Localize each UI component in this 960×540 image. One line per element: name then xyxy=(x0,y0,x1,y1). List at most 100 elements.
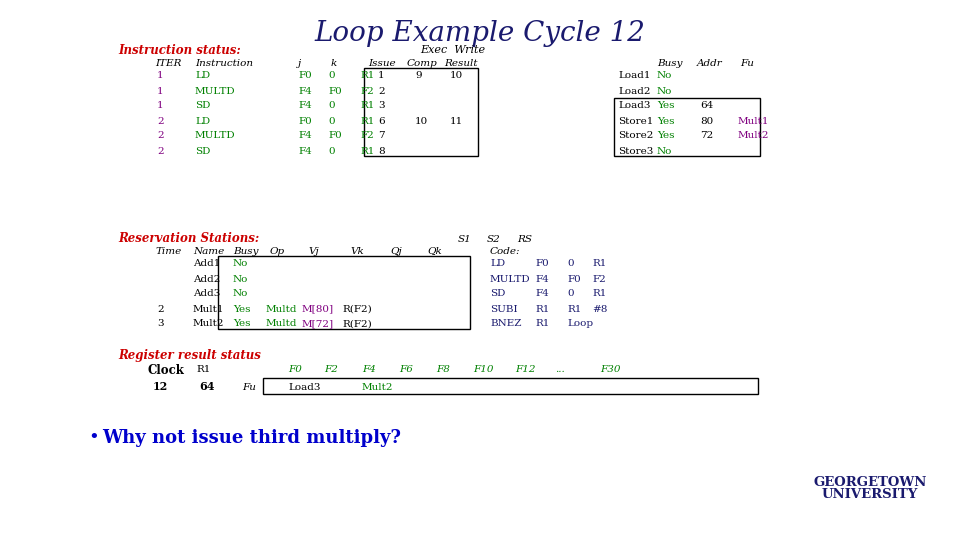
Text: Vk: Vk xyxy=(350,246,364,255)
Text: R1: R1 xyxy=(535,320,549,328)
Text: ...: ... xyxy=(555,366,564,375)
Text: Load3: Load3 xyxy=(618,102,651,111)
Text: Mult1: Mult1 xyxy=(738,117,770,125)
Text: R1: R1 xyxy=(360,71,374,80)
Text: M[80]: M[80] xyxy=(302,305,334,314)
Text: ITER: ITER xyxy=(155,58,181,68)
Text: Op: Op xyxy=(270,246,285,255)
Text: 2: 2 xyxy=(157,146,163,156)
Text: Loop: Loop xyxy=(567,320,593,328)
Text: No: No xyxy=(657,146,672,156)
Text: Clock: Clock xyxy=(148,363,185,376)
Text: Name: Name xyxy=(193,246,225,255)
Text: Instruction status:: Instruction status: xyxy=(118,44,241,57)
Text: 10: 10 xyxy=(450,71,464,80)
Text: Mult2: Mult2 xyxy=(738,132,770,140)
Text: 0: 0 xyxy=(328,117,335,125)
Text: F0: F0 xyxy=(328,86,342,96)
Text: Add1: Add1 xyxy=(193,260,221,268)
Text: F4: F4 xyxy=(298,132,312,140)
Text: MULTD: MULTD xyxy=(490,274,531,284)
Text: F30: F30 xyxy=(600,366,620,375)
Text: F2: F2 xyxy=(360,132,373,140)
Text: 8: 8 xyxy=(378,146,385,156)
Text: S1: S1 xyxy=(458,234,471,244)
Text: R1: R1 xyxy=(592,289,607,299)
Text: Load3: Load3 xyxy=(288,382,321,392)
Text: Mult2: Mult2 xyxy=(362,382,394,392)
Text: Reservation Stations:: Reservation Stations: xyxy=(118,233,259,246)
Text: R(F2): R(F2) xyxy=(342,320,372,328)
Text: MULTD: MULTD xyxy=(195,86,235,96)
Text: SD: SD xyxy=(195,102,210,111)
Text: 1: 1 xyxy=(157,86,163,96)
Text: F4: F4 xyxy=(535,289,549,299)
Text: No: No xyxy=(233,289,249,299)
Text: LD: LD xyxy=(195,71,210,80)
Text: 1: 1 xyxy=(157,71,163,80)
Text: Yes: Yes xyxy=(657,132,675,140)
Text: 6: 6 xyxy=(378,117,385,125)
Text: 0: 0 xyxy=(567,289,574,299)
Text: 0: 0 xyxy=(328,146,335,156)
Text: Time: Time xyxy=(155,246,181,255)
Text: R1: R1 xyxy=(592,260,607,268)
Text: 2: 2 xyxy=(378,86,385,96)
Text: F0: F0 xyxy=(298,117,312,125)
Text: F4: F4 xyxy=(535,274,549,284)
Text: 72: 72 xyxy=(700,132,713,140)
Text: Add3: Add3 xyxy=(193,289,221,299)
Text: F4: F4 xyxy=(362,366,376,375)
Text: UNIVERSITY: UNIVERSITY xyxy=(822,489,918,502)
Text: Yes: Yes xyxy=(657,117,675,125)
Text: F0: F0 xyxy=(567,274,581,284)
Text: Load1: Load1 xyxy=(618,71,651,80)
Text: F4: F4 xyxy=(298,102,312,111)
Text: Vj: Vj xyxy=(308,246,319,255)
Text: R1: R1 xyxy=(360,146,374,156)
Text: Why not issue third multiply?: Why not issue third multiply? xyxy=(102,429,401,447)
Text: No: No xyxy=(657,86,672,96)
Text: 0: 0 xyxy=(328,71,335,80)
Text: R1: R1 xyxy=(360,102,374,111)
Text: F10: F10 xyxy=(473,366,493,375)
Text: Busy: Busy xyxy=(657,58,683,68)
Text: Qk: Qk xyxy=(427,246,442,255)
Text: 1: 1 xyxy=(378,71,385,80)
Text: F2: F2 xyxy=(592,274,606,284)
Text: Mult1: Mult1 xyxy=(193,305,225,314)
Text: 3: 3 xyxy=(378,102,385,111)
Text: F8: F8 xyxy=(436,366,450,375)
Text: Loop Example Cycle 12: Loop Example Cycle 12 xyxy=(315,20,645,47)
Text: R(F2): R(F2) xyxy=(342,305,372,314)
Text: F0: F0 xyxy=(288,366,301,375)
Text: R1: R1 xyxy=(567,305,582,314)
Text: Addr: Addr xyxy=(697,58,723,68)
Text: F4: F4 xyxy=(298,146,312,156)
Text: R1: R1 xyxy=(196,366,210,375)
Text: 1: 1 xyxy=(157,102,163,111)
Text: LD: LD xyxy=(490,260,505,268)
Text: Multd: Multd xyxy=(266,320,298,328)
Text: S2: S2 xyxy=(487,234,501,244)
Text: MULTD: MULTD xyxy=(195,132,235,140)
Bar xyxy=(614,98,760,156)
Text: 0: 0 xyxy=(567,260,574,268)
Text: j: j xyxy=(298,58,301,68)
Text: Multd: Multd xyxy=(266,305,298,314)
Text: F4: F4 xyxy=(298,86,312,96)
Text: 12: 12 xyxy=(153,381,168,393)
Text: 80: 80 xyxy=(700,117,713,125)
Text: Mult2: Mult2 xyxy=(193,320,225,328)
Text: 10: 10 xyxy=(415,117,428,125)
Text: Yes: Yes xyxy=(233,320,251,328)
Text: F6: F6 xyxy=(399,366,413,375)
Text: Qj: Qj xyxy=(390,246,401,255)
Text: •: • xyxy=(88,429,99,447)
Text: Fu: Fu xyxy=(242,382,256,392)
Text: 2: 2 xyxy=(157,305,163,314)
Text: Add2: Add2 xyxy=(193,274,221,284)
Bar xyxy=(364,68,478,156)
Text: F12: F12 xyxy=(515,366,536,375)
Text: 11: 11 xyxy=(450,117,464,125)
